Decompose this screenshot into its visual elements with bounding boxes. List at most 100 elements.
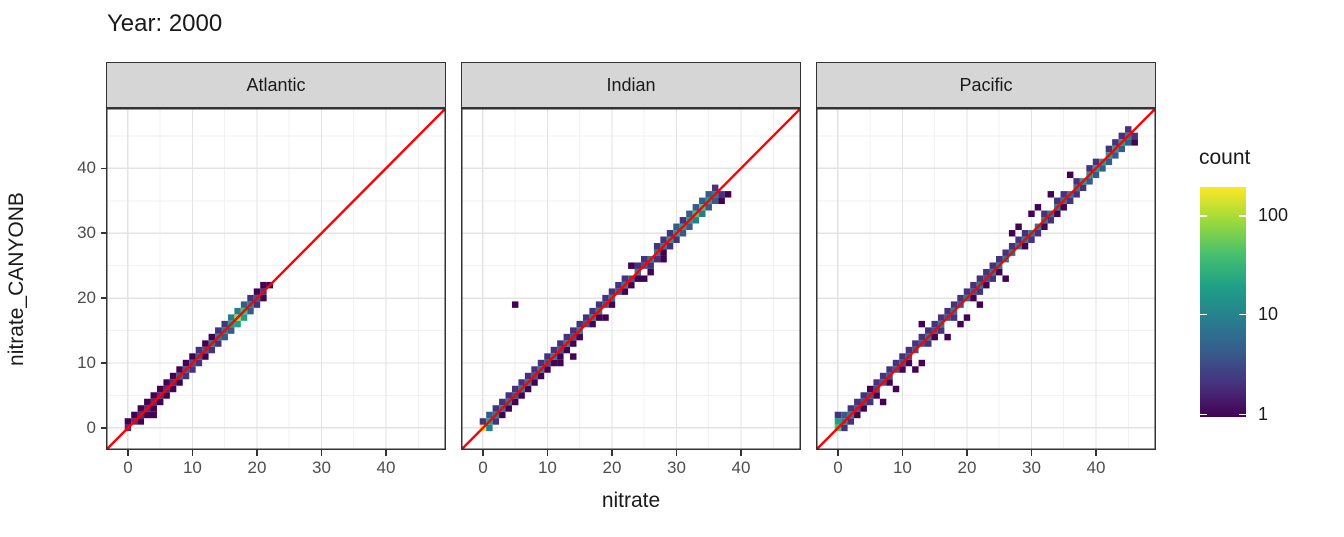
bin — [724, 191, 732, 198]
bin — [524, 385, 532, 393]
bin — [240, 314, 248, 321]
bin — [892, 359, 900, 367]
bin — [931, 320, 938, 328]
bin — [1034, 230, 1042, 237]
bin — [1034, 204, 1042, 211]
bin — [550, 359, 558, 367]
bin — [905, 346, 913, 354]
bin — [711, 197, 719, 205]
bin — [589, 320, 596, 328]
x-tick-mark — [482, 450, 484, 456]
bin — [163, 379, 170, 386]
x-tick-label: 0 — [478, 458, 488, 477]
bin — [634, 275, 641, 282]
bin — [260, 294, 267, 302]
bin — [1112, 139, 1119, 146]
x-tick-mark — [837, 450, 839, 456]
facet-strip-label: Atlantic — [246, 74, 306, 95]
bin — [854, 411, 861, 419]
bin — [1073, 191, 1080, 198]
bin — [615, 281, 622, 289]
bin — [660, 255, 667, 263]
bin — [866, 398, 874, 406]
bin — [215, 327, 222, 334]
bin — [182, 359, 190, 367]
identity-line — [106, 108, 446, 450]
bin — [570, 327, 577, 334]
bin — [1054, 197, 1061, 205]
x-tick-mark — [675, 450, 678, 456]
bin — [492, 405, 500, 412]
legend-title: count — [1199, 146, 1251, 169]
bin — [1079, 184, 1087, 192]
bin — [905, 359, 913, 367]
bin — [886, 379, 893, 386]
facet-strip-label: Indian — [606, 74, 656, 95]
bin — [537, 359, 545, 367]
bin — [970, 294, 977, 302]
bin — [834, 418, 842, 425]
bin — [1099, 165, 1106, 172]
x-tick-label: 40 — [731, 458, 751, 477]
bin — [202, 340, 209, 347]
bin — [1092, 171, 1100, 179]
panel-indian — [461, 108, 801, 450]
y-tick-mark — [100, 362, 106, 364]
bin — [189, 353, 196, 360]
x-tick-label: 20 — [602, 458, 622, 477]
y-tick-mark — [100, 427, 106, 429]
bin — [176, 379, 183, 386]
x-tick-label: 10 — [182, 458, 202, 477]
bin — [989, 262, 996, 269]
bin — [240, 301, 248, 308]
x-tick-label: 30 — [312, 458, 331, 477]
bin — [195, 346, 203, 354]
bin — [647, 262, 654, 269]
bin — [221, 320, 228, 328]
bin — [841, 424, 848, 432]
bin — [137, 418, 145, 425]
facet-strip-atlantic: Atlantic — [106, 62, 446, 108]
bin — [150, 392, 157, 399]
bin — [666, 243, 674, 250]
bin — [944, 307, 951, 315]
x-tick-mark — [385, 450, 387, 456]
y-tick-label: 20 — [77, 288, 96, 308]
bin — [182, 372, 190, 380]
bin — [1131, 132, 1138, 140]
bin — [511, 301, 519, 308]
bin — [486, 424, 493, 432]
bin — [950, 301, 958, 308]
y-tick-mark — [100, 232, 106, 235]
bin — [195, 359, 203, 367]
bin — [202, 353, 209, 360]
x-tick-mark — [546, 450, 549, 456]
bin — [1060, 204, 1067, 211]
bin — [208, 346, 216, 354]
x-tick-label: 10 — [537, 458, 557, 477]
x-tick-label: 20 — [247, 458, 267, 477]
bin — [1002, 249, 1009, 256]
bin — [595, 301, 603, 308]
bin — [711, 184, 719, 192]
bin — [841, 411, 848, 419]
bin — [925, 327, 932, 334]
bin — [1047, 191, 1055, 198]
bin — [563, 333, 571, 341]
bin — [886, 366, 893, 373]
bin — [131, 411, 138, 419]
bin — [221, 333, 228, 341]
bin — [1066, 197, 1074, 205]
bin — [641, 255, 648, 263]
bin — [1105, 145, 1113, 153]
bin — [621, 275, 629, 282]
legend-tick-label: 10 — [1258, 304, 1279, 325]
panel-atlantic — [106, 108, 446, 450]
bin — [1073, 178, 1080, 185]
legend-tick-mark — [1239, 313, 1246, 316]
bin — [1125, 139, 1132, 146]
bin — [957, 320, 964, 328]
bin — [1015, 223, 1022, 230]
bin — [912, 366, 919, 373]
x-tick-mark — [901, 450, 904, 456]
